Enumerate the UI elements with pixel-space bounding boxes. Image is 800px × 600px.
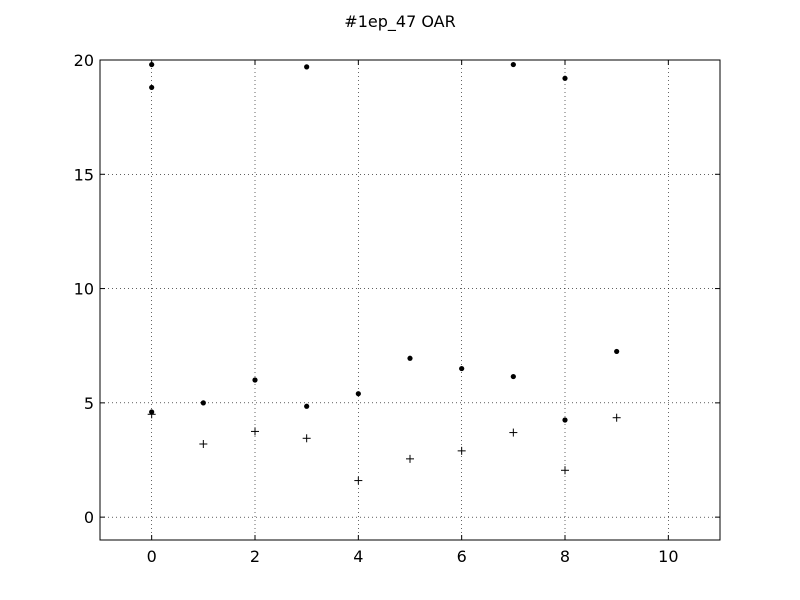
x-tick-label: 0	[147, 547, 157, 566]
dot-point	[200, 400, 206, 406]
plus-point	[147, 410, 156, 419]
dot-point	[459, 365, 465, 372]
plus-point	[457, 446, 466, 455]
y-tick-label: 20	[74, 51, 94, 70]
plus-point	[561, 466, 569, 475]
plot-frame	[99, 59, 721, 541]
dot-point	[355, 391, 361, 397]
y-tick-label: 15	[74, 165, 94, 184]
plus-point	[612, 413, 621, 422]
x-tick-label: 8	[560, 547, 570, 566]
dot-point	[304, 403, 310, 409]
dot-point	[562, 75, 568, 81]
dot-point	[614, 348, 620, 355]
x-tick-label: 4	[353, 547, 363, 566]
data-marks	[147, 61, 621, 485]
chart-title: #1ep_47 OAR	[344, 12, 455, 32]
plus-point	[199, 440, 208, 448]
plus-point	[406, 454, 414, 463]
dot-point	[510, 61, 516, 68]
axis-ticks: 0 2 4 6 8 10 0 5 10 15 20	[74, 51, 720, 566]
y-tick-label: 0	[84, 508, 94, 527]
x-tick-label: 6	[457, 547, 467, 566]
dot-point	[510, 373, 516, 380]
grid-lines	[100, 59, 720, 540]
plus-point	[251, 427, 259, 436]
dot-point	[562, 417, 568, 423]
dot-point	[407, 355, 413, 361]
dot-point	[252, 377, 258, 383]
dot-point	[149, 84, 155, 91]
plus-point	[302, 434, 311, 443]
y-tick-label: 10	[74, 280, 94, 299]
x-tick-label: 2	[250, 547, 260, 566]
dot-point	[304, 64, 310, 70]
plus-point	[354, 476, 363, 485]
plus-point	[509, 428, 518, 437]
y-tick-label: 5	[84, 394, 94, 413]
x-tick-label: 10	[658, 547, 678, 566]
